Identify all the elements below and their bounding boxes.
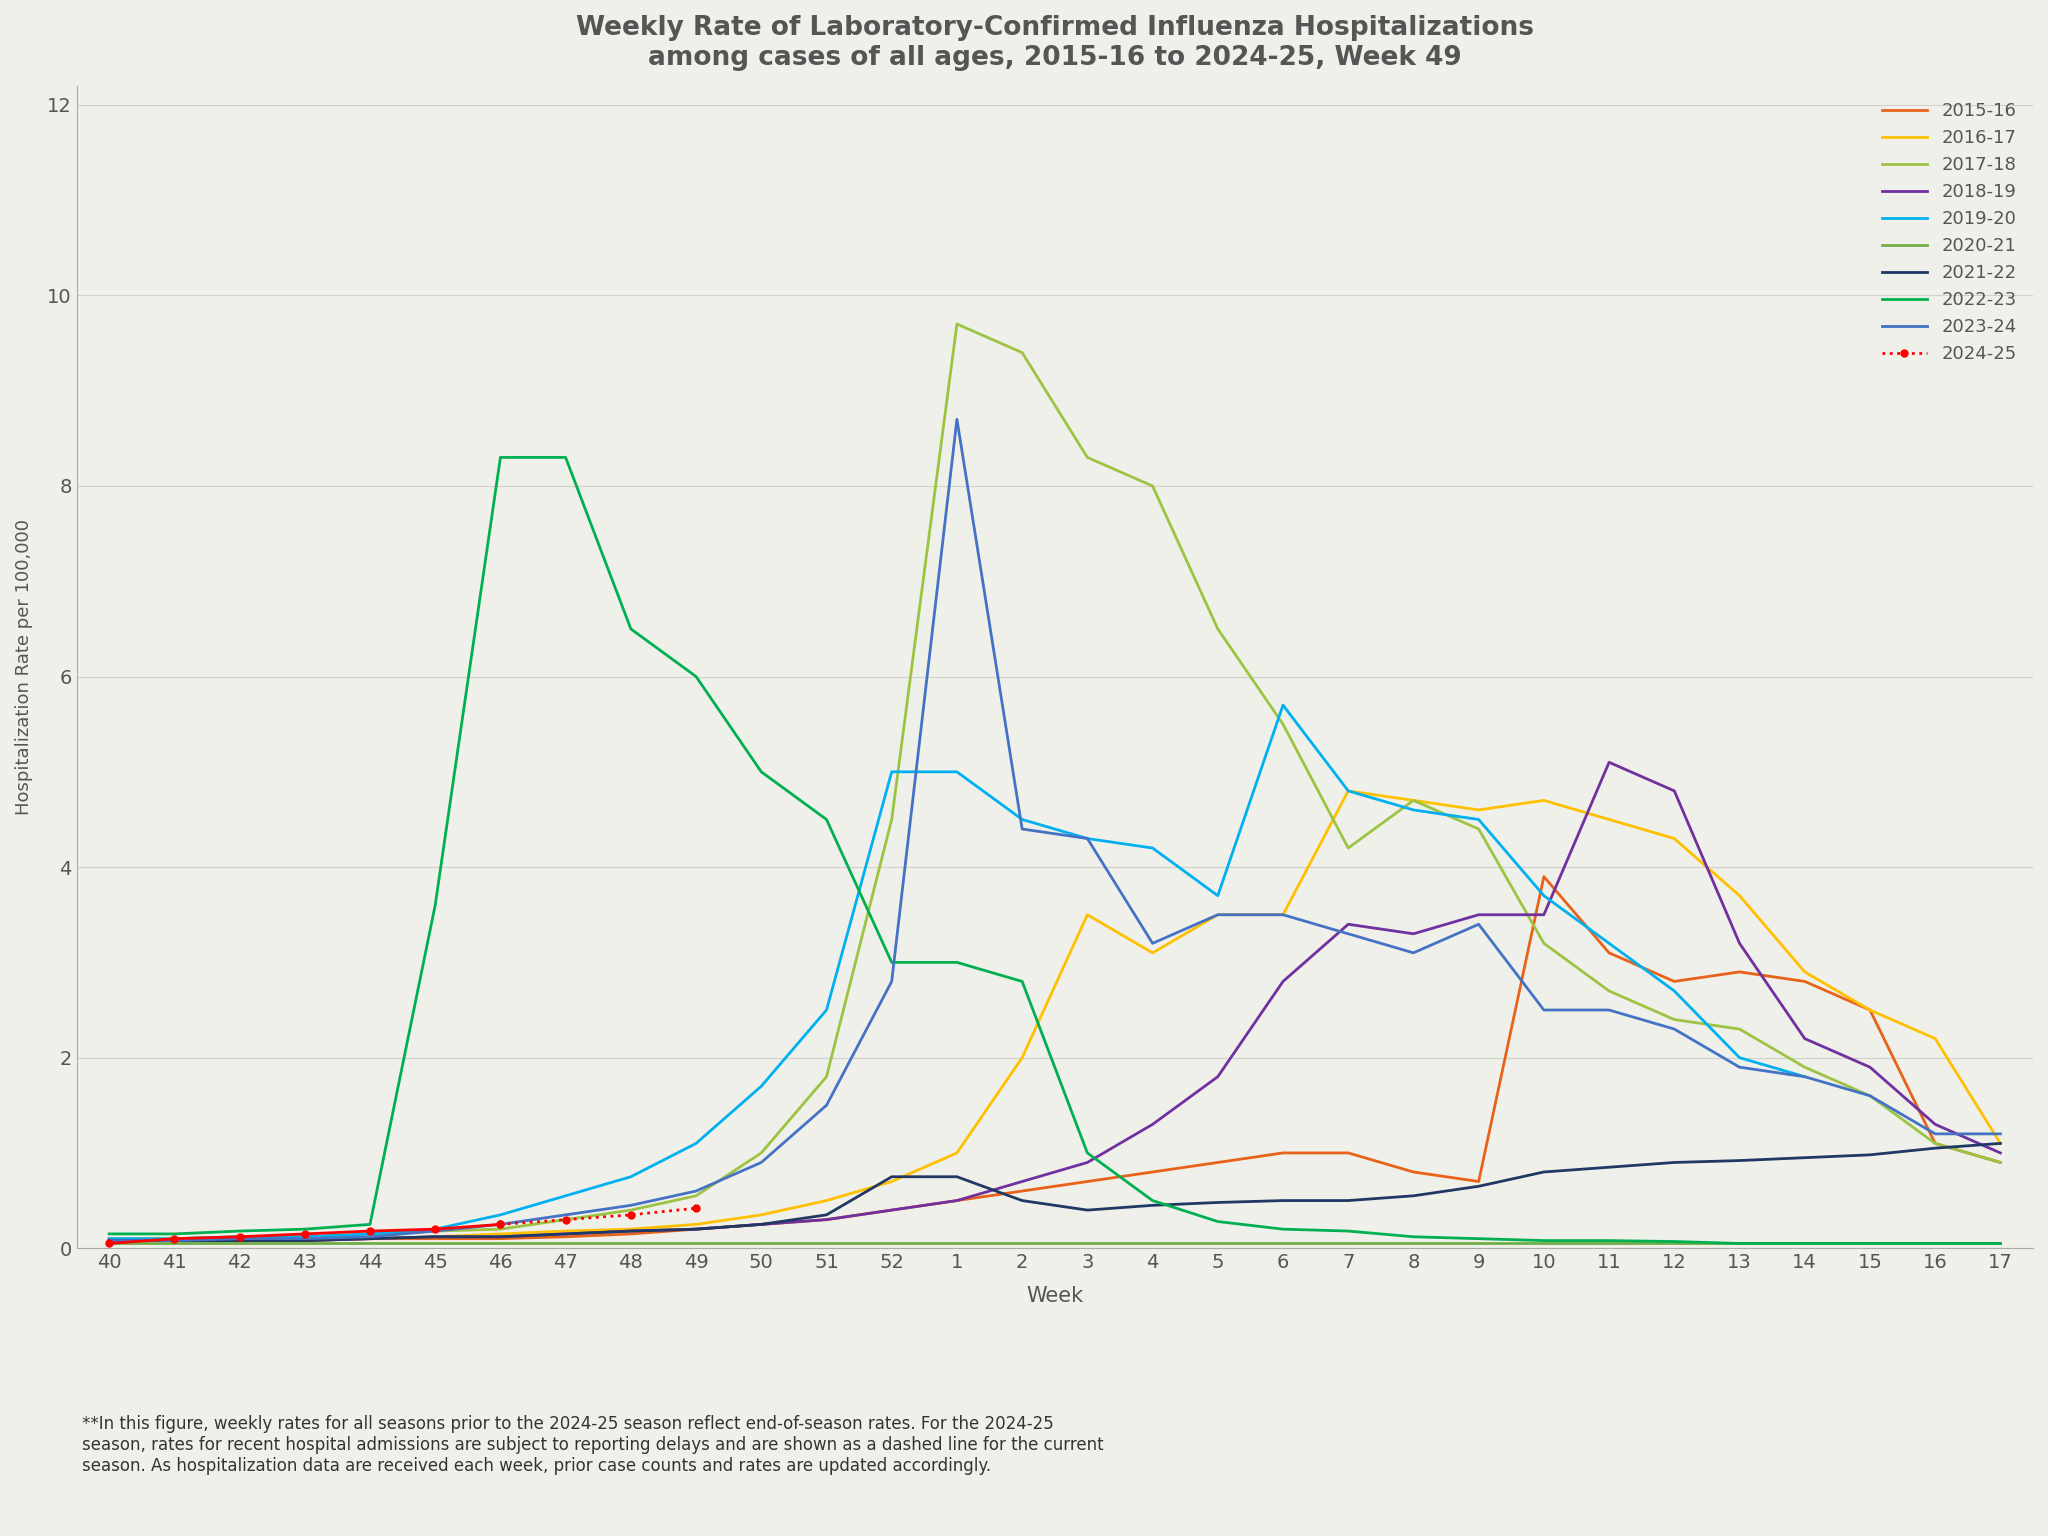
Title: Weekly Rate of Laboratory-Confirmed Influenza Hospitalizations
among cases of al: Weekly Rate of Laboratory-Confirmed Infl… — [575, 15, 1534, 71]
Text: **In this figure, weekly rates for all seasons prior to the 2024-25 season refle: **In this figure, weekly rates for all s… — [82, 1415, 1104, 1475]
X-axis label: Week: Week — [1026, 1286, 1083, 1306]
Y-axis label: Hospitalization Rate per 100,000: Hospitalization Rate per 100,000 — [14, 519, 33, 816]
Legend: 2015-16, 2016-17, 2017-18, 2018-19, 2019-20, 2020-21, 2021-22, 2022-23, 2023-24,: 2015-16, 2016-17, 2017-18, 2018-19, 2019… — [1874, 95, 2023, 370]
